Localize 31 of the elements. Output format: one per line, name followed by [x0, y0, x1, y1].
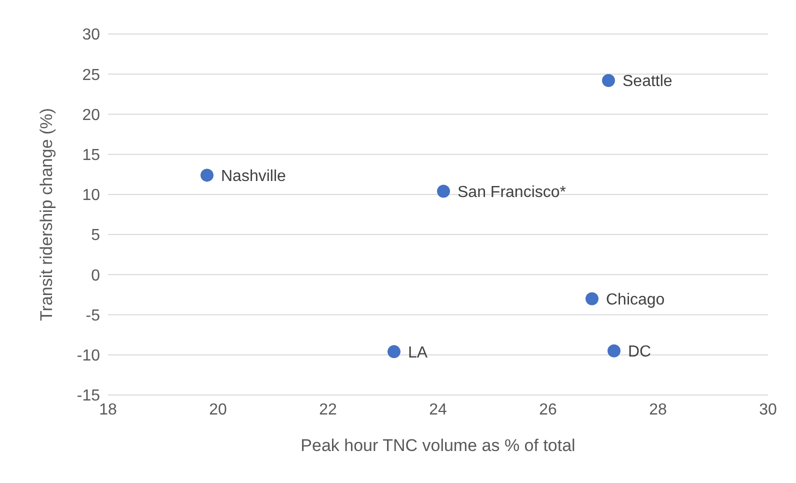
annotation: LA — [408, 344, 428, 362]
y-tick-label: 15 — [82, 147, 100, 164]
annotation: San Francisco* — [458, 184, 566, 201]
x-tick-label: 24 — [429, 401, 447, 418]
x-tick-label: 20 — [209, 401, 227, 418]
y-tick-label: 20 — [82, 106, 100, 124]
y-tick-label: 10 — [82, 187, 100, 204]
x-tick-label: 26 — [539, 401, 557, 418]
y-tick-label: 30 — [82, 26, 100, 44]
point — [200, 168, 214, 182]
annotation: Seattle — [622, 73, 672, 90]
x-tick-label: 22 — [319, 401, 337, 418]
x-axis-title: Peak hour TNC volume as % of total — [300, 436, 576, 455]
point — [388, 345, 400, 358]
y-tick-label: -5 — [86, 307, 100, 324]
x-tick-label: 28 — [649, 401, 667, 418]
y-tick-label: 25 — [82, 66, 100, 84]
annotation: Chicago — [606, 291, 665, 308]
point — [602, 74, 615, 88]
y-axis-title: Transit ridership change (%) — [37, 108, 56, 321]
x-tick-label: 30 — [759, 401, 777, 418]
point — [608, 344, 620, 358]
point — [437, 184, 450, 198]
y-tick-label: 5 — [91, 227, 100, 244]
y-tick-label: -15 — [76, 388, 100, 405]
y-tick-label: -10 — [76, 348, 100, 365]
point — [586, 292, 598, 306]
annotation: DC — [628, 344, 652, 361]
annotation: Nashville — [221, 168, 286, 185]
x-tick-label: 18 — [99, 401, 117, 418]
y-tick-label: 0 — [91, 267, 100, 284]
